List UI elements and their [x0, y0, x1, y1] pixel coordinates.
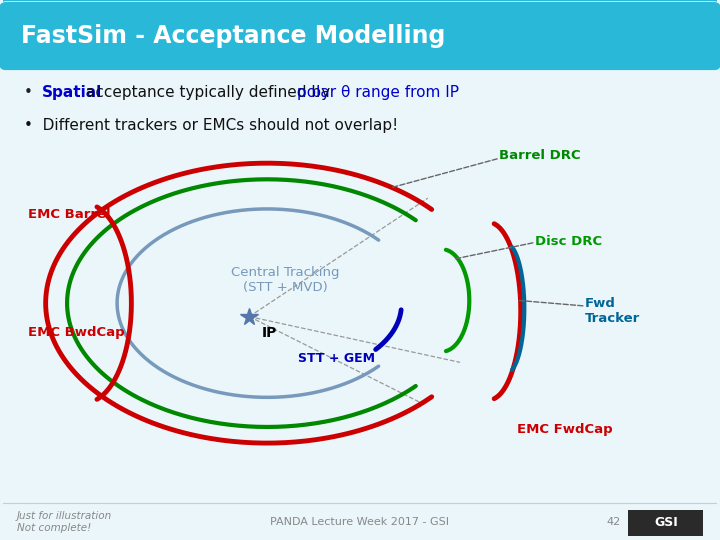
Bar [3, 47, 717, 49]
Text: Disc DRC: Disc DRC [535, 235, 602, 248]
Bar [3, 38, 717, 40]
Bar [3, 45, 717, 47]
Bar [3, 0, 717, 2]
Bar [3, 4, 717, 6]
FancyBboxPatch shape [628, 510, 703, 536]
Bar [3, 60, 717, 62]
Bar [3, 58, 717, 60]
Bar [3, 34, 717, 36]
Bar [3, 10, 717, 12]
Text: STT + GEM: STT + GEM [298, 352, 375, 365]
Text: Just for illustration
Not complete!: Just for illustration Not complete! [17, 511, 112, 533]
Bar [3, 2, 717, 4]
Bar [3, 21, 717, 23]
Bar [3, 40, 717, 43]
Text: PANDA Lecture Week 2017 - GSI: PANDA Lecture Week 2017 - GSI [271, 517, 449, 527]
Bar [3, 17, 717, 19]
Text: Barrel DRC: Barrel DRC [499, 148, 581, 161]
Bar [3, 30, 717, 32]
Bar [3, 19, 717, 21]
Bar [3, 6, 717, 8]
Text: IP: IP [262, 326, 277, 340]
Bar [3, 36, 717, 38]
Text: EMC Barrel: EMC Barrel [28, 208, 110, 221]
Text: Spatial: Spatial [42, 85, 102, 100]
Bar [3, 43, 717, 45]
Bar [3, 32, 717, 34]
Text: FastSim - Acceptance Modelling: FastSim - Acceptance Modelling [21, 24, 445, 48]
Bar [3, 12, 717, 15]
Text: Central Tracking: Central Tracking [230, 266, 339, 279]
Bar [3, 25, 717, 28]
Text: EMC FwdCap: EMC FwdCap [517, 423, 613, 436]
Bar [3, 28, 717, 30]
Text: Fwd
Tracker: Fwd Tracker [585, 297, 640, 325]
Text: 42: 42 [606, 517, 621, 527]
Bar [3, 23, 717, 25]
Bar [3, 49, 717, 51]
Bar [3, 53, 717, 56]
Text: polar θ range from IP: polar θ range from IP [297, 85, 459, 100]
FancyBboxPatch shape [0, 2, 720, 71]
Text: EMC BwdCap: EMC BwdCap [28, 326, 125, 339]
Bar [3, 8, 717, 10]
Text: •  Different trackers or EMCs should not overlap!: • Different trackers or EMCs should not … [24, 118, 398, 133]
Bar [3, 15, 717, 17]
Bar [3, 56, 717, 58]
Text: •: • [24, 85, 33, 100]
Bar [3, 51, 717, 53]
Bar [3, 62, 717, 64]
Text: (STT + MVD): (STT + MVD) [243, 280, 328, 294]
Text: acceptance typically defined by: acceptance typically defined by [86, 85, 330, 100]
Text: GSI: GSI [654, 516, 678, 529]
